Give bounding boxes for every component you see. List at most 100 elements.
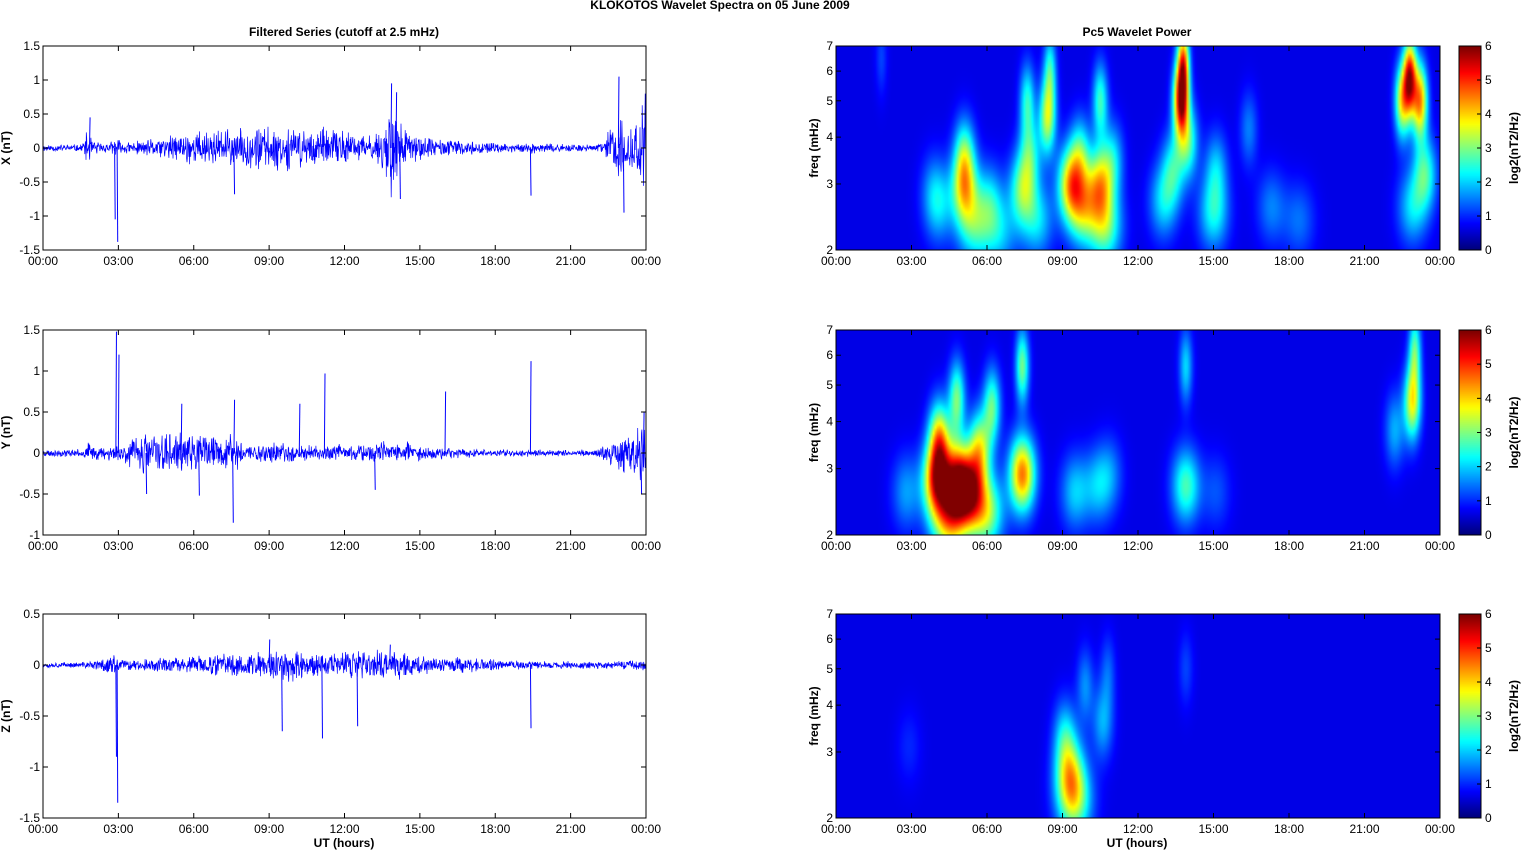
y-tick-label: 4 bbox=[826, 415, 833, 429]
series-spike bbox=[390, 83, 393, 149]
colorbar-tick-label: 3 bbox=[1485, 141, 1492, 155]
y-tick-label: 2 bbox=[826, 528, 833, 542]
y-tick-label: 3 bbox=[826, 177, 833, 191]
y-axis-label: freq (mHz) bbox=[807, 403, 821, 462]
y-tick-label: 3 bbox=[826, 745, 833, 759]
series-spike bbox=[117, 354, 120, 454]
x-tick-label: 00:00 bbox=[631, 822, 661, 836]
y-tick-label: -0.5 bbox=[19, 487, 40, 501]
x-tick-label: 00:00 bbox=[821, 822, 851, 836]
y-tick-label: 5 bbox=[826, 378, 833, 392]
wavelet-power-image bbox=[836, 330, 1440, 535]
x-tick-label: 09:00 bbox=[254, 254, 284, 268]
series-spike bbox=[644, 93, 646, 149]
y-axis-label: Z (nT) bbox=[0, 699, 13, 732]
y-tick-label: 0 bbox=[33, 141, 40, 155]
x-tick-label: 06:00 bbox=[179, 254, 209, 268]
colorbar: 0 1 2 3 4 5 6 log2(nT2/Hz) bbox=[1458, 607, 1521, 825]
y-tick-label: 7 bbox=[826, 39, 833, 53]
x-tick-label: 12:00 bbox=[1123, 254, 1153, 268]
x-tick-label: 15:00 bbox=[1198, 822, 1228, 836]
x-tick-label: 03:00 bbox=[103, 539, 133, 553]
colorbar-tick-label: 5 bbox=[1485, 357, 1492, 371]
series-spike bbox=[298, 403, 301, 454]
right-xlabel: UT (hours) bbox=[1107, 836, 1168, 850]
x-tick-label: 00:00 bbox=[1425, 254, 1455, 268]
y-tick-label: 1.5 bbox=[23, 39, 40, 53]
x-tick-label: 00:00 bbox=[28, 539, 58, 553]
x-tick-label: 18:00 bbox=[480, 254, 510, 268]
series-spike bbox=[116, 147, 119, 242]
y-tick-label: 0.5 bbox=[23, 107, 40, 121]
colorbar-tick-label: 1 bbox=[1485, 209, 1492, 223]
colorbar-tick-label: 0 bbox=[1485, 528, 1492, 542]
x-tick-label: 18:00 bbox=[480, 539, 510, 553]
colorbar-tick-label: 6 bbox=[1485, 607, 1492, 621]
series-spike bbox=[617, 76, 620, 149]
series-spike bbox=[640, 452, 643, 495]
y-tick-label: -1 bbox=[29, 209, 40, 223]
x-tick-label: 03:00 bbox=[896, 822, 926, 836]
series-spike bbox=[529, 361, 532, 454]
y-axis-label: Y (nT) bbox=[0, 416, 13, 450]
y-tick-label: 1.5 bbox=[23, 323, 40, 337]
timeseries-panel-z: -1.5 -1 -0.5 0 0.5 Z (nT) 00:00 03:00 06:00 09:00… bbox=[0, 607, 661, 836]
colorbar-tick-label: 6 bbox=[1485, 323, 1492, 337]
y-tick-label: 0 bbox=[33, 446, 40, 460]
series-spike bbox=[233, 147, 236, 195]
colorbar-gradient bbox=[1459, 614, 1481, 818]
x-tick-label: 00:00 bbox=[631, 254, 661, 268]
x-tick-label: 09:00 bbox=[1047, 254, 1077, 268]
colorbar-tick-label: 4 bbox=[1485, 391, 1492, 405]
series-spike bbox=[115, 331, 117, 454]
series-spike bbox=[622, 147, 625, 213]
colorbar: 0 1 2 3 4 5 6 log2(nT2/Hz) bbox=[1458, 39, 1521, 257]
colorbar-tick-label: 4 bbox=[1485, 107, 1492, 121]
series-line-y bbox=[43, 427, 646, 481]
series-spike bbox=[180, 403, 183, 454]
plot-area bbox=[43, 330, 646, 535]
series-spike bbox=[529, 664, 532, 729]
x-tick-label: 06:00 bbox=[972, 254, 1002, 268]
x-tick-label: 15:00 bbox=[405, 822, 435, 836]
colorbar-tick-label: 2 bbox=[1485, 460, 1492, 474]
y-tick-label: 6 bbox=[826, 348, 833, 362]
y-tick-label: 1 bbox=[33, 73, 40, 87]
colorbar-label: log2(nT2/Hz) bbox=[1507, 397, 1521, 469]
y-tick-label: -1 bbox=[29, 760, 40, 774]
x-tick-label: 18:00 bbox=[1274, 822, 1304, 836]
y-tick-label: 7 bbox=[826, 323, 833, 337]
series-spike bbox=[114, 147, 116, 220]
y-tick-label: 0 bbox=[33, 658, 40, 672]
colorbar-tick-label: 5 bbox=[1485, 73, 1492, 87]
x-tick-label: 12:00 bbox=[1123, 822, 1153, 836]
x-tick-label: 06:00 bbox=[179, 822, 209, 836]
series-spike bbox=[233, 399, 236, 454]
colorbar-tick-label: 2 bbox=[1485, 743, 1492, 757]
x-tick-label: 21:00 bbox=[556, 822, 586, 836]
x-tick-label: 21:00 bbox=[1349, 254, 1379, 268]
y-tick-label: 6 bbox=[826, 64, 833, 78]
x-tick-label: 15:00 bbox=[405, 539, 435, 553]
series-line-z bbox=[43, 649, 646, 682]
x-tick-label: 18:00 bbox=[480, 822, 510, 836]
x-tick-label: 15:00 bbox=[1198, 539, 1228, 553]
x-tick-label: 21:00 bbox=[1349, 539, 1379, 553]
y-tick-label: 0.5 bbox=[23, 607, 40, 621]
x-tick-label: 06:00 bbox=[972, 822, 1002, 836]
wavelet-power-image bbox=[836, 614, 1440, 818]
x-tick-label: 00:00 bbox=[821, 254, 851, 268]
axes-frame bbox=[42, 613, 647, 819]
left-column-title: Filtered Series (cutoff at 2.5 mHz) bbox=[249, 25, 439, 39]
colorbar-label: log2(nT2/Hz) bbox=[1507, 112, 1521, 184]
colorbar-label: log2(nT2/Hz) bbox=[1507, 680, 1521, 752]
colorbar-tick-label: 0 bbox=[1485, 243, 1492, 257]
x-tick-label: 03:00 bbox=[103, 822, 133, 836]
y-tick-label: -1.5 bbox=[19, 243, 40, 257]
y-tick-label: 3 bbox=[826, 462, 833, 476]
right-column-title: Pc5 Wavelet Power bbox=[1083, 25, 1192, 39]
series-spike bbox=[321, 664, 323, 739]
axes-frame bbox=[835, 613, 1441, 819]
x-tick-label: 09:00 bbox=[1047, 539, 1077, 553]
